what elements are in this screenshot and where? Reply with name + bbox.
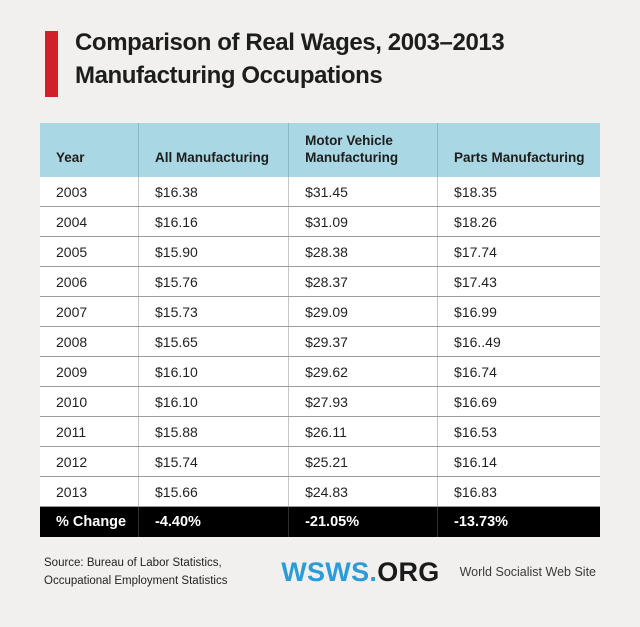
header-cell-all-manufacturing: All Manufacturing xyxy=(138,123,288,177)
page-title-line1: Comparison of Real Wages, 2003–2013 xyxy=(75,29,505,56)
parts-cell: $16.53 xyxy=(437,417,600,446)
parts-cell: $16.83 xyxy=(437,477,600,506)
table-row: 2009 $16.10 $29.62 $16.74 xyxy=(40,357,600,387)
parts-cell: $16.74 xyxy=(437,357,600,386)
wage-table: Year All Manufacturing Motor Vehicle Man… xyxy=(40,123,600,537)
source-note-line2: Occupational Employment Statistics xyxy=(44,575,228,588)
parts-cell: $17.74 xyxy=(437,237,600,266)
table-row: 2010 $16.10 $27.93 $16.69 xyxy=(40,387,600,417)
all-manufacturing-cell: $15.74 xyxy=(138,447,288,476)
table-header-row: Year All Manufacturing Motor Vehicle Man… xyxy=(40,123,600,177)
motor-vehicle-cell: $28.37 xyxy=(288,267,437,296)
motor-vehicle-cell: $28.38 xyxy=(288,237,437,266)
percent-change-motor-vehicle: -21.05% xyxy=(288,507,437,537)
parts-cell: $16..49 xyxy=(437,327,600,356)
parts-cell: $18.26 xyxy=(437,207,600,236)
all-manufacturing-cell: $15.65 xyxy=(138,327,288,356)
wsws-logo-primary: WSWS. xyxy=(281,556,378,587)
year-cell: 2006 xyxy=(56,273,88,290)
header-cell-year: Year xyxy=(56,150,85,166)
parts-cell: $16.99 xyxy=(437,297,600,326)
table-row: 2003 $16.38 $31.45 $18.35 xyxy=(40,177,600,207)
percent-change-row: % Change -4.40% -21.05% -13.73% xyxy=(40,507,600,537)
percent-change-parts: -13.73% xyxy=(437,507,600,537)
all-manufacturing-cell: $16.16 xyxy=(138,207,288,236)
year-cell: 2012 xyxy=(56,453,88,470)
year-cell: 2011 xyxy=(56,423,87,440)
table-body: 2003 $16.38 $31.45 $18.35 2004 $16.16 $3… xyxy=(40,177,600,507)
year-cell: 2008 xyxy=(56,333,88,350)
all-manufacturing-cell: $15.66 xyxy=(138,477,288,506)
table-row: 2006 $15.76 $28.37 $17.43 xyxy=(40,267,600,297)
header-cell-motor-vehicle-manufacturing: Motor Vehicle Manufacturing xyxy=(288,123,437,177)
source-note-line1: Source: Bureau of Labor Statistics, xyxy=(44,557,222,569)
motor-vehicle-cell: $31.09 xyxy=(288,207,437,236)
footer: Source: Bureau of Labor Statistics, Occu… xyxy=(44,554,596,591)
motor-vehicle-cell: $29.62 xyxy=(288,357,437,386)
year-cell: 2003 xyxy=(56,183,88,200)
wsws-logo: WSWS.ORG xyxy=(281,557,439,588)
table-row: 2012 $15.74 $25.21 $16.14 xyxy=(40,447,600,477)
parts-cell: $16.14 xyxy=(437,447,600,476)
wsws-logo-secondary: ORG xyxy=(377,556,440,587)
motor-vehicle-cell: $29.37 xyxy=(288,327,437,356)
table-row: 2004 $16.16 $31.09 $18.26 xyxy=(40,207,600,237)
table-row: 2013 $15.66 $24.83 $16.83 xyxy=(40,477,600,507)
year-cell: 2007 xyxy=(56,303,88,320)
motor-vehicle-cell: $27.93 xyxy=(288,387,437,416)
all-manufacturing-cell: $16.38 xyxy=(138,177,288,206)
percent-change-label: % Change xyxy=(56,514,127,530)
year-cell: 2005 xyxy=(56,243,88,260)
parts-cell: $16.69 xyxy=(437,387,600,416)
percent-change-all-manufacturing: -4.40% xyxy=(138,507,288,537)
motor-vehicle-cell: $29.09 xyxy=(288,297,437,326)
header-cell-parts-manufacturing: Parts Manufacturing xyxy=(437,123,600,177)
parts-cell: $18.35 xyxy=(437,177,600,206)
motor-vehicle-cell: $26.11 xyxy=(288,417,437,446)
motor-vehicle-cell: $25.21 xyxy=(288,447,437,476)
motor-vehicle-cell: $24.83 xyxy=(288,477,437,506)
table-row: 2007 $15.73 $29.09 $16.99 xyxy=(40,297,600,327)
title-accent-bar xyxy=(45,31,58,97)
all-manufacturing-cell: $15.90 xyxy=(138,237,288,266)
motor-vehicle-cell: $31.45 xyxy=(288,177,437,206)
table-row: 2008 $15.65 $29.37 $16..49 xyxy=(40,327,600,357)
parts-cell: $17.43 xyxy=(437,267,600,296)
source-note: Source: Bureau of Labor Statistics, Occu… xyxy=(44,554,249,591)
table-row: 2011 $15.88 $26.11 $16.53 xyxy=(40,417,600,447)
all-manufacturing-cell: $15.76 xyxy=(138,267,288,296)
year-cell: 2004 xyxy=(56,213,88,230)
site-name: World Socialist Web Site xyxy=(459,565,596,580)
all-manufacturing-cell: $16.10 xyxy=(138,387,288,416)
page-title-line2: Manufacturing Occupations xyxy=(75,62,383,89)
year-cell: 2010 xyxy=(56,393,88,410)
table-row: 2005 $15.90 $28.38 $17.74 xyxy=(40,237,600,267)
year-cell: 2013 xyxy=(56,483,88,500)
all-manufacturing-cell: $15.88 xyxy=(138,417,288,446)
all-manufacturing-cell: $16.10 xyxy=(138,357,288,386)
year-cell: 2009 xyxy=(56,363,88,380)
all-manufacturing-cell: $15.73 xyxy=(138,297,288,326)
page-title: Comparison of Real Wages, 2003–2013 Manu… xyxy=(75,26,505,92)
